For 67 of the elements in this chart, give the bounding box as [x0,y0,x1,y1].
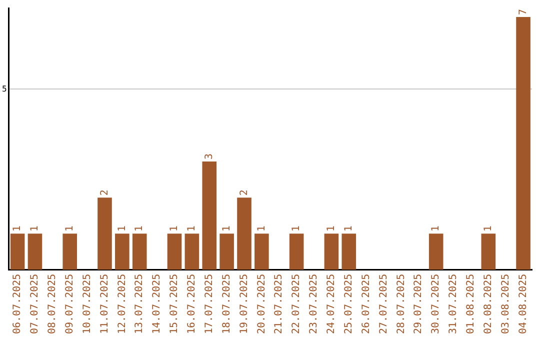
x-tick-label: 28.07.2025 [396,274,407,334]
x-tick-label: 02.08.2025 [482,274,494,334]
x-tick-label: 24.07.2025 [326,274,338,334]
data-label: 1 [430,226,442,232]
x-tick-label: 23.07.2025 [308,274,320,334]
bar [237,198,252,270]
bar [28,234,42,270]
data-label: 1 [186,226,198,232]
data-label: 2 [99,190,110,196]
bar [98,198,112,270]
data-label: 1 [30,226,41,232]
data-label: 3 [204,153,215,160]
x-tick-label: 30.07.2025 [430,274,442,334]
x-tick-label: 29.07.2025 [413,274,424,334]
bar [289,234,304,270]
bar [324,234,339,270]
data-label: 1 [291,226,302,232]
data-label: 1 [221,226,232,232]
x-tick-label: 12.07.2025 [116,274,128,334]
x-tick-label: 18.07.2025 [221,274,232,334]
bar [254,234,269,270]
bar [202,161,217,270]
x-tick-label: 20.07.2025 [256,274,268,334]
x-tick-label: 27.07.2025 [378,274,390,334]
x-tick-label: 14.07.2025 [152,274,163,334]
x-tick-label: 06.07.2025 [12,274,24,334]
x-tick-label: 31.07.2025 [448,274,460,334]
x-tick-label: 26.07.2025 [360,274,372,334]
bar [428,234,444,270]
data-label: 1 [169,226,180,232]
x-tick-label: 10.07.2025 [82,274,93,334]
bar [132,234,147,270]
x-tick-label: 09.07.2025 [64,274,76,334]
y-tick-label: 5 [2,84,7,94]
data-label: 1 [116,226,128,232]
x-tick-label: 04.08.2025 [518,274,529,334]
bar [220,234,234,270]
x-tick-label: 15.07.2025 [169,274,180,334]
x-tick-label: 17.07.2025 [204,274,215,334]
x-tick-label: 19.07.2025 [238,274,250,334]
x-tick-label: 16.07.2025 [186,274,198,334]
x-tick-label: 11.07.2025 [99,274,110,334]
bar [184,234,200,270]
x-tick-label: 21.07.2025 [274,274,285,334]
x-tick-label: 08.07.2025 [47,274,58,334]
bar [10,234,25,270]
data-label: 1 [134,226,146,232]
data-label: 1 [12,226,24,232]
bar [167,234,182,270]
bar [62,234,78,270]
x-tick-label: 01.08.2025 [466,274,477,334]
data-label: 1 [256,226,268,232]
x-tick-label: 25.07.2025 [343,274,354,334]
data-label: 1 [326,226,338,232]
data-label: 2 [238,190,250,196]
x-tick-label: 03.08.2025 [500,274,512,334]
bar [481,234,496,270]
data-label: 1 [482,226,494,232]
bar [342,234,356,270]
x-tick-label: 07.07.2025 [30,274,41,334]
bar [516,17,530,270]
x-tick-label: 13.07.2025 [134,274,146,334]
data-label: 1 [64,226,76,232]
x-tick-label: 22.07.2025 [291,274,302,334]
data-label: 1 [343,226,354,232]
bar [115,234,130,270]
data-label: 7 [518,8,529,16]
